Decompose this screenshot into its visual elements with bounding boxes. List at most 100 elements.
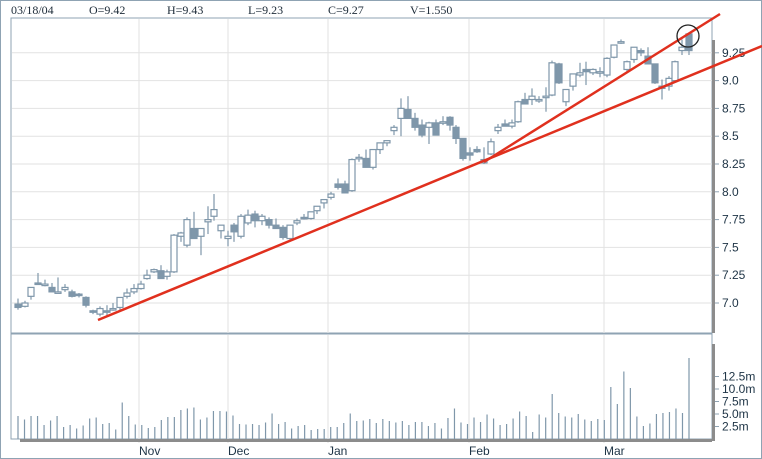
candle	[376, 142, 384, 151]
candle	[678, 46, 686, 52]
candle	[123, 292, 131, 297]
time-axis-labels: Nov Dec Jan Feb Mar	[139, 444, 625, 458]
close-value: C=9.27	[328, 3, 364, 17]
candle	[293, 220, 301, 224]
svg-text:8.5: 8.5	[722, 129, 739, 143]
candle	[411, 117, 419, 128]
candle	[300, 216, 308, 220]
candle	[313, 205, 321, 212]
candle	[610, 44, 618, 58]
candle	[177, 232, 185, 237]
candle	[224, 235, 232, 240]
candle	[637, 49, 645, 54]
svg-text:Dec: Dec	[228, 444, 249, 458]
svg-text:12.5m: 12.5m	[722, 370, 755, 384]
candle	[582, 68, 590, 73]
candle	[446, 116, 454, 126]
bar-date: 03/18/04	[11, 3, 54, 17]
candle	[685, 33, 693, 52]
candle	[183, 219, 191, 246]
candle	[109, 307, 117, 311]
candle	[96, 307, 104, 315]
candle	[27, 286, 35, 297]
candle	[425, 122, 433, 128]
candle	[82, 296, 90, 306]
candle	[432, 122, 440, 136]
candle	[603, 57, 611, 76]
candle	[170, 234, 178, 273]
candle	[596, 71, 604, 74]
volume-panel	[10, 333, 713, 440]
candle	[244, 214, 252, 224]
candle	[217, 224, 225, 232]
svg-text:7.0: 7.0	[722, 296, 739, 310]
candle	[501, 123, 509, 127]
volume-bars	[17, 358, 690, 439]
candle	[542, 95, 550, 99]
svg-text:7.75: 7.75	[722, 213, 746, 227]
candle	[397, 107, 405, 120]
candle	[528, 95, 536, 101]
candle	[671, 61, 679, 82]
trendline[interactable]	[483, 12, 721, 164]
candle	[14, 303, 22, 309]
candle	[404, 108, 412, 120]
svg-text:8.0: 8.0	[722, 185, 739, 199]
candle	[320, 198, 328, 204]
highlight-circle[interactable]	[676, 24, 700, 48]
candle	[334, 183, 342, 188]
candle	[576, 72, 584, 76]
svg-text:2.5m: 2.5m	[722, 420, 749, 434]
candle	[150, 269, 158, 273]
svg-text:7.5m: 7.5m	[722, 395, 749, 409]
candle	[34, 282, 42, 286]
candle	[130, 287, 138, 293]
candle	[521, 98, 529, 105]
price-axis-bar	[712, 40, 715, 333]
candle	[466, 152, 474, 156]
high-value: H=9.43	[167, 3, 204, 17]
svg-text:8.75: 8.75	[722, 101, 746, 115]
volume-value: V=1.550	[410, 3, 453, 17]
candle	[237, 215, 245, 237]
candle	[163, 271, 171, 277]
svg-text:10.0m: 10.0m	[722, 382, 755, 396]
candlesticks	[14, 32, 693, 317]
candle	[651, 63, 659, 84]
gridlines	[12, 19, 712, 443]
candle	[390, 126, 398, 132]
candle	[439, 121, 447, 124]
candle	[143, 274, 151, 280]
candle	[116, 296, 124, 309]
svg-text:Mar: Mar	[604, 444, 625, 458]
candle	[89, 310, 97, 313]
candle	[418, 124, 426, 136]
candle	[251, 213, 259, 222]
candle	[630, 46, 638, 61]
trendline[interactable]	[97, 44, 762, 322]
candle	[54, 291, 62, 294]
svg-text:5.0m: 5.0m	[722, 407, 749, 421]
open-value: O=9.42	[89, 3, 126, 17]
candle	[190, 227, 198, 240]
candle	[487, 141, 495, 155]
candle	[68, 291, 76, 297]
candle	[535, 98, 543, 102]
candle	[362, 157, 370, 168]
candle	[452, 126, 460, 140]
time-axis-bar	[20, 439, 712, 442]
candle	[258, 215, 266, 222]
candle	[562, 88, 570, 103]
candle	[589, 68, 597, 74]
candle	[230, 224, 238, 233]
candle	[555, 63, 563, 84]
svg-text:8.25: 8.25	[722, 157, 746, 171]
candle	[617, 41, 625, 44]
trendline-annotations[interactable]	[97, 12, 762, 322]
volume-axis-bar	[712, 344, 715, 441]
svg-text:Feb: Feb	[469, 444, 490, 458]
candle	[286, 224, 294, 240]
svg-text:Jan: Jan	[328, 444, 347, 458]
candle	[548, 62, 556, 96]
